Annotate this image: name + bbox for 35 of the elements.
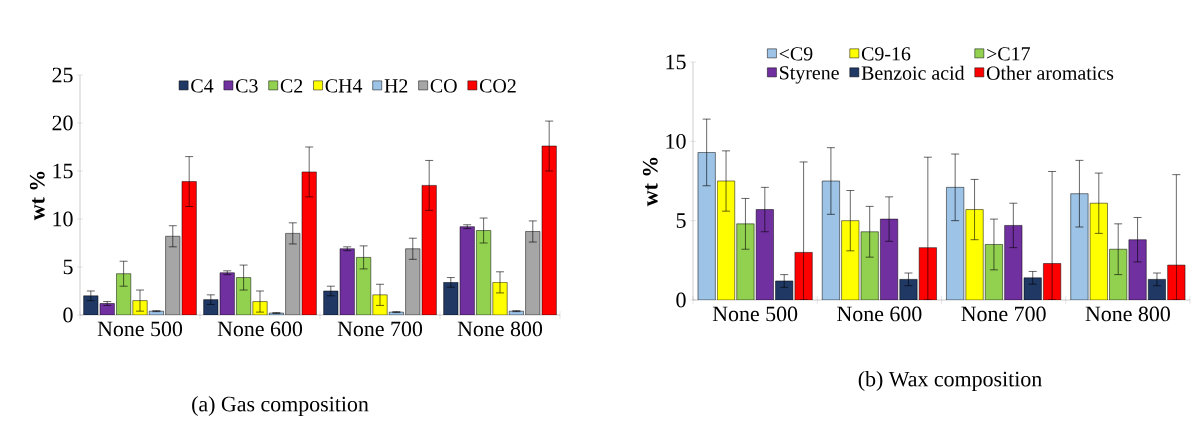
- x-tick-label: None 500: [97, 321, 183, 337]
- y-tick-label: 15: [53, 163, 73, 179]
- text: (a) Gas composition: [192, 396, 369, 416]
- legend-label: C4: [191, 79, 214, 93]
- y-axis-title: wt %: [29, 171, 45, 221]
- legend-label: CO2: [479, 79, 516, 93]
- legend-label: H2: [384, 79, 408, 93]
- y-tick-label: 25: [52, 67, 73, 83]
- y-tick-label: 10: [666, 133, 686, 149]
- x-tick-label: None 800: [457, 321, 543, 337]
- legend-label: Styrene: [780, 66, 839, 84]
- legend-label: CH4: [325, 79, 363, 93]
- x-tick-label: None 500: [712, 306, 798, 322]
- x-tick-label: None 600: [217, 321, 303, 337]
- y-tick-label: 0: [63, 307, 73, 323]
- x-tick-label: None 700: [337, 321, 423, 337]
- legend-label: C2: [280, 79, 303, 93]
- y-tick-label: 0: [676, 292, 686, 308]
- legend-label: C3: [236, 79, 258, 93]
- legend-label: >C17: [987, 47, 1030, 61]
- y-tick-label: 5: [63, 259, 73, 275]
- x-tick-label: None 600: [837, 306, 922, 322]
- y-tick-label: 20: [52, 115, 73, 131]
- x-tick-label: None 800: [1085, 306, 1170, 322]
- x-tick-label: None 700: [961, 306, 1046, 322]
- text: (b) Wax composition: [858, 371, 1042, 391]
- legend-label: <C9: [779, 47, 813, 61]
- legend-label: C9-16: [861, 47, 911, 61]
- legend-label: Benzoic acid: [861, 65, 965, 80]
- legend-label: CO: [430, 79, 457, 93]
- y-axis-title: wt %: [642, 157, 658, 207]
- y-tick-label: 15: [666, 54, 686, 70]
- legend-label: Other aromatics: [986, 65, 1114, 80]
- y-tick-label: 5: [676, 213, 686, 228]
- y-tick-label: 10: [53, 211, 73, 227]
